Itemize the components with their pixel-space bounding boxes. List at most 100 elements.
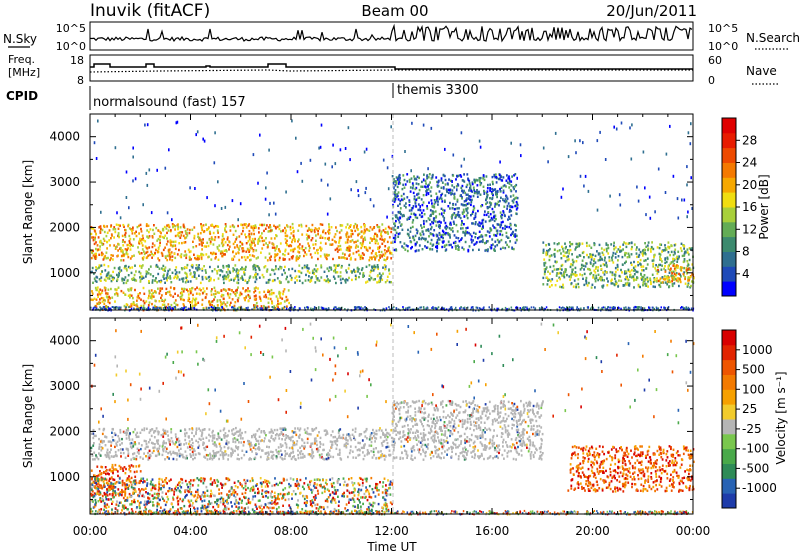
echo-cell <box>639 262 641 265</box>
echo-cell <box>665 276 668 279</box>
echo-cell <box>437 306 440 309</box>
echo-cell <box>198 237 200 240</box>
echo-cell <box>449 179 452 182</box>
echo-cell <box>268 252 271 255</box>
echo-cell <box>297 257 299 261</box>
echo-cell <box>104 435 107 438</box>
echo-cell <box>683 198 686 202</box>
freq-tick-high: 18 <box>70 54 84 67</box>
echo-cell <box>519 307 521 310</box>
echo-cell <box>356 239 359 242</box>
echo-cell <box>684 282 687 285</box>
echo-cell <box>614 270 617 274</box>
echo-cell <box>261 449 264 452</box>
echo-cell <box>489 219 492 222</box>
echo-cell <box>358 453 361 457</box>
echo-cell <box>638 248 641 251</box>
echo-cell <box>284 234 287 238</box>
echo-cell <box>138 270 141 274</box>
echo-cell <box>144 123 146 127</box>
echo-cell <box>605 308 607 311</box>
echo-cell <box>254 237 256 241</box>
echo-cell <box>244 268 247 271</box>
echo-cell <box>477 223 479 226</box>
echo-cell <box>166 237 168 240</box>
echo-cell <box>330 243 333 246</box>
echo-cell <box>205 245 208 248</box>
echo-cell <box>473 188 475 192</box>
echo-cell <box>622 243 625 246</box>
echo-cell <box>258 268 261 272</box>
echo-cell <box>430 226 433 229</box>
echo-cell <box>208 306 210 309</box>
echo-cell <box>636 270 639 274</box>
echo-cell <box>186 288 188 291</box>
echo-cell <box>363 236 366 239</box>
echo-cell <box>509 205 512 208</box>
echo-cell <box>108 301 111 305</box>
echo-cell <box>629 275 631 278</box>
echo-cell <box>257 237 260 241</box>
echo-cell <box>440 194 443 197</box>
echo-cell <box>394 228 397 232</box>
echo-cell <box>301 233 304 236</box>
echo-cell <box>450 193 452 196</box>
echo-cell <box>279 456 282 459</box>
echo-cell <box>560 264 563 268</box>
echo-cell <box>371 239 373 242</box>
echo-cell <box>96 267 99 270</box>
echo-cell <box>569 244 571 248</box>
echo-cell <box>508 180 511 183</box>
freq-label-line2: [MHz] <box>8 66 40 79</box>
echo-cell <box>460 194 462 197</box>
echo-cell <box>597 259 600 262</box>
echo-cell <box>689 286 692 289</box>
echo-cell <box>374 266 377 269</box>
echo-cell <box>414 202 417 205</box>
echo-cell <box>362 451 364 454</box>
echo-cell <box>333 277 336 280</box>
echo-cell <box>209 242 212 245</box>
echo-cell <box>295 259 298 262</box>
echo-cell <box>633 260 635 264</box>
echo-cell <box>393 198 396 202</box>
echo-cell <box>391 175 394 178</box>
echo-cell <box>296 255 298 258</box>
echo-cell <box>169 275 171 278</box>
echo-cell <box>117 249 119 252</box>
echo-cell <box>617 306 620 309</box>
echo-cell <box>220 250 222 253</box>
echo-cell <box>673 267 676 271</box>
echo-cell <box>467 177 469 180</box>
echo-cell <box>299 427 302 430</box>
echo-cell <box>286 275 288 279</box>
echo-cell <box>96 293 99 296</box>
echo-cell <box>602 284 605 287</box>
echo-cell <box>103 256 106 259</box>
echo-cell <box>435 216 437 219</box>
echo-cell <box>310 230 313 233</box>
echo-cell <box>577 285 580 289</box>
echo-cell <box>176 253 179 256</box>
echo-cell <box>188 308 190 311</box>
echo-cell <box>400 212 402 216</box>
echo-cell <box>222 294 225 297</box>
echo-cell <box>400 194 403 198</box>
echo-cell <box>311 276 313 279</box>
echo-cell <box>572 268 574 271</box>
echo-cell <box>222 264 225 268</box>
echo-cell <box>94 236 96 239</box>
nsky-panel: N.Sky 10^5 10^0 10^5 10^0 N.Search <box>3 21 800 53</box>
echo-cell <box>108 295 111 299</box>
echo-cell <box>277 267 280 271</box>
echo-cell <box>440 177 443 180</box>
echo-cell <box>141 428 143 432</box>
echo-cell <box>411 225 414 229</box>
echo-cell <box>544 308 546 310</box>
echo-cell <box>136 299 138 302</box>
echo-cell <box>309 253 312 256</box>
echo-cell <box>317 230 319 233</box>
echo-cell <box>298 275 301 278</box>
echo-cell <box>275 265 277 268</box>
echo-cell <box>292 229 295 233</box>
